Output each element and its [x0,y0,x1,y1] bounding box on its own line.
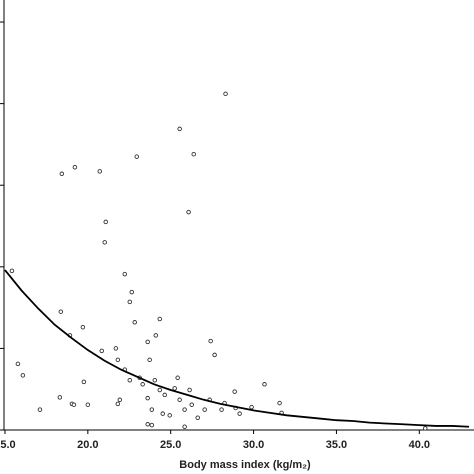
point [57,395,63,400]
point [113,346,119,351]
point [81,379,87,385]
point [80,324,86,330]
point [97,169,103,174]
point [132,320,137,325]
point [145,422,150,427]
point [117,397,123,403]
point [9,268,15,274]
point [152,377,158,383]
point [157,316,163,322]
point [223,91,228,97]
point [115,357,121,363]
point [149,407,155,412]
point [115,401,121,407]
point [172,386,177,391]
point [249,404,254,410]
point [187,387,192,393]
x-tick-label: 15.0 [0,439,16,451]
x-tick-label: 35.0 [326,439,347,451]
x-tick-label: 25.0 [160,439,181,451]
point [237,411,242,416]
point [219,407,224,412]
point [102,240,107,245]
point [147,357,152,363]
point [186,209,191,215]
point [37,407,43,412]
point [423,426,428,431]
point [20,373,26,378]
point [15,361,21,367]
point [195,415,200,421]
point [162,392,167,398]
point [177,126,182,132]
point [145,339,150,345]
point [175,375,180,381]
point [72,165,78,170]
point [134,154,139,159]
point [202,407,207,412]
point [145,395,150,401]
point [157,387,163,393]
point [149,422,155,428]
point [232,389,237,394]
x-tick-label: 30.0 [243,439,264,451]
point [262,382,267,387]
point [71,402,77,407]
point [167,413,172,418]
fit-curve [4,269,470,428]
point [153,333,159,338]
point [189,402,195,407]
point [191,151,196,157]
point [127,299,133,305]
point [160,411,166,416]
x-tick-label: 20.0 [77,439,98,451]
point [208,338,213,344]
x-tick-label: 40.0 [409,439,430,451]
point [182,407,187,412]
point [127,377,133,383]
point [59,171,65,177]
point [129,289,135,295]
point [103,219,108,225]
point [177,397,182,403]
point [140,382,145,387]
point [99,348,105,354]
point [58,309,64,314]
point [85,402,91,407]
point [122,271,128,277]
point [212,352,217,358]
x-axis-title: Body mass index (kg/m₂) [179,459,311,471]
point [277,400,282,406]
point [182,424,187,429]
